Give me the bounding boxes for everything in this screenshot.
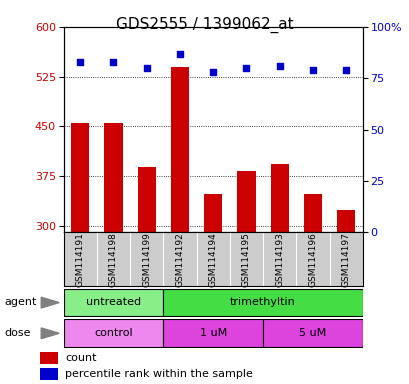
Text: GSM114193: GSM114193 <box>274 232 283 286</box>
Polygon shape <box>41 328 59 339</box>
FancyBboxPatch shape <box>63 319 163 347</box>
FancyBboxPatch shape <box>163 319 263 347</box>
Text: percentile rank within the sample: percentile rank within the sample <box>65 369 252 379</box>
Text: GSM114191: GSM114191 <box>76 232 85 286</box>
Bar <box>104 123 122 232</box>
Text: GSM114198: GSM114198 <box>109 232 118 286</box>
Text: 1 uM: 1 uM <box>199 328 226 338</box>
Text: agent: agent <box>4 297 36 308</box>
Text: 5 uM: 5 uM <box>299 328 326 338</box>
Text: trimethyltin: trimethyltin <box>229 297 295 308</box>
Point <box>209 69 216 75</box>
Polygon shape <box>41 297 59 308</box>
Bar <box>336 210 355 232</box>
Bar <box>137 167 155 232</box>
Bar <box>71 123 89 232</box>
Bar <box>40 368 58 381</box>
Point <box>110 59 117 65</box>
Text: dose: dose <box>4 328 31 338</box>
FancyBboxPatch shape <box>263 319 362 347</box>
Text: control: control <box>94 328 133 338</box>
Point <box>143 65 150 71</box>
Text: GSM114194: GSM114194 <box>208 232 217 286</box>
Bar <box>303 194 321 232</box>
Text: GSM114197: GSM114197 <box>341 232 350 286</box>
Point <box>309 67 315 73</box>
Point <box>276 63 282 69</box>
Bar <box>204 194 222 232</box>
Text: GSM114195: GSM114195 <box>241 232 250 286</box>
Point <box>243 65 249 71</box>
Text: GDS2555 / 1399062_at: GDS2555 / 1399062_at <box>116 17 293 33</box>
Text: count: count <box>65 353 97 363</box>
FancyBboxPatch shape <box>163 289 362 316</box>
Bar <box>270 164 288 232</box>
Bar <box>237 170 255 232</box>
Point <box>77 59 83 65</box>
Bar <box>171 67 189 232</box>
Bar <box>40 352 58 364</box>
FancyBboxPatch shape <box>63 289 163 316</box>
Point <box>176 51 183 57</box>
Text: GSM114199: GSM114199 <box>142 232 151 286</box>
Text: GSM114196: GSM114196 <box>308 232 317 286</box>
Text: GSM114192: GSM114192 <box>175 232 184 286</box>
Point <box>342 67 348 73</box>
Text: untreated: untreated <box>85 297 141 308</box>
